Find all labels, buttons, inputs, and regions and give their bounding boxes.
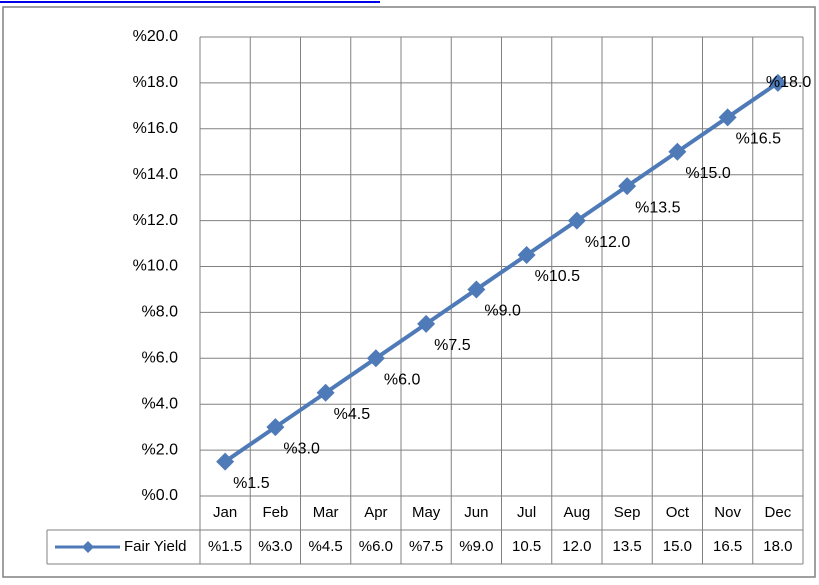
y-tick-label: %6.0 xyxy=(142,350,179,367)
y-tick-label: %14.0 xyxy=(133,166,178,183)
data-label: %10.5 xyxy=(535,268,580,285)
table-cell: %3.0 xyxy=(258,538,292,555)
x-tick-label: Oct xyxy=(666,504,690,521)
data-label: %16.5 xyxy=(736,131,781,148)
data-label: %9.0 xyxy=(484,303,521,320)
data-label: %15.0 xyxy=(685,165,730,182)
legend-label: Fair Yield xyxy=(124,538,187,555)
x-tick-label: Nov xyxy=(714,504,741,521)
point xyxy=(517,246,536,265)
point xyxy=(266,418,285,437)
y-tick-label: %8.0 xyxy=(142,304,179,321)
x-tick-label: Sep xyxy=(614,504,641,521)
x-tick-label: Jul xyxy=(517,504,536,521)
table-cell: 12.0 xyxy=(562,538,591,555)
point xyxy=(417,314,436,333)
x-tick-label: May xyxy=(412,504,441,521)
point xyxy=(316,383,335,402)
table-cell: %9.0 xyxy=(459,538,493,555)
y-tick-label: %20.0 xyxy=(133,28,178,45)
table-cell: 15.0 xyxy=(663,538,692,555)
x-tick-label: Mar xyxy=(313,504,339,521)
y-tick-label: %2.0 xyxy=(142,441,179,458)
table-cell: %1.5 xyxy=(208,538,242,555)
y-tick-label: %18.0 xyxy=(133,74,178,91)
x-tick-label: Dec xyxy=(765,504,792,521)
y-tick-label: %4.0 xyxy=(142,395,179,412)
data-label: %3.0 xyxy=(283,440,320,457)
point xyxy=(618,177,637,196)
point xyxy=(718,108,737,127)
point xyxy=(768,73,787,92)
data-label: %4.5 xyxy=(334,406,371,423)
chart-frame xyxy=(2,6,816,578)
x-tick-label: Apr xyxy=(364,504,387,521)
table-cell: %6.0 xyxy=(359,538,393,555)
y-tick-label: %16.0 xyxy=(133,120,178,137)
table-cell: 10.5 xyxy=(512,538,541,555)
point xyxy=(668,142,687,161)
x-tick-label: Jan xyxy=(213,504,237,521)
point xyxy=(216,452,235,471)
y-tick-label: %10.0 xyxy=(133,258,178,275)
data-label: %7.5 xyxy=(434,337,471,354)
data-label: %6.0 xyxy=(384,372,421,389)
data-label: %1.5 xyxy=(233,475,270,492)
data-label: %18.0 xyxy=(766,74,811,91)
table-cell: 16.5 xyxy=(713,538,742,555)
point xyxy=(366,349,385,368)
table-cell: %4.5 xyxy=(309,538,343,555)
series-line xyxy=(223,81,780,464)
x-tick-label: Jun xyxy=(464,504,488,521)
y-tick-label: %0.0 xyxy=(142,487,179,504)
table-cell: 13.5 xyxy=(613,538,642,555)
table-cell: 18.0 xyxy=(763,538,792,555)
point xyxy=(567,211,586,230)
x-tick-label: Aug xyxy=(564,504,591,521)
legend-marker xyxy=(82,541,94,553)
table-cell: %7.5 xyxy=(409,538,443,555)
y-tick-label: %12.0 xyxy=(133,212,178,229)
data-label: %12.0 xyxy=(585,234,630,251)
data-label: %13.5 xyxy=(635,199,680,216)
point xyxy=(467,280,486,299)
x-tick-label: Feb xyxy=(262,504,288,521)
